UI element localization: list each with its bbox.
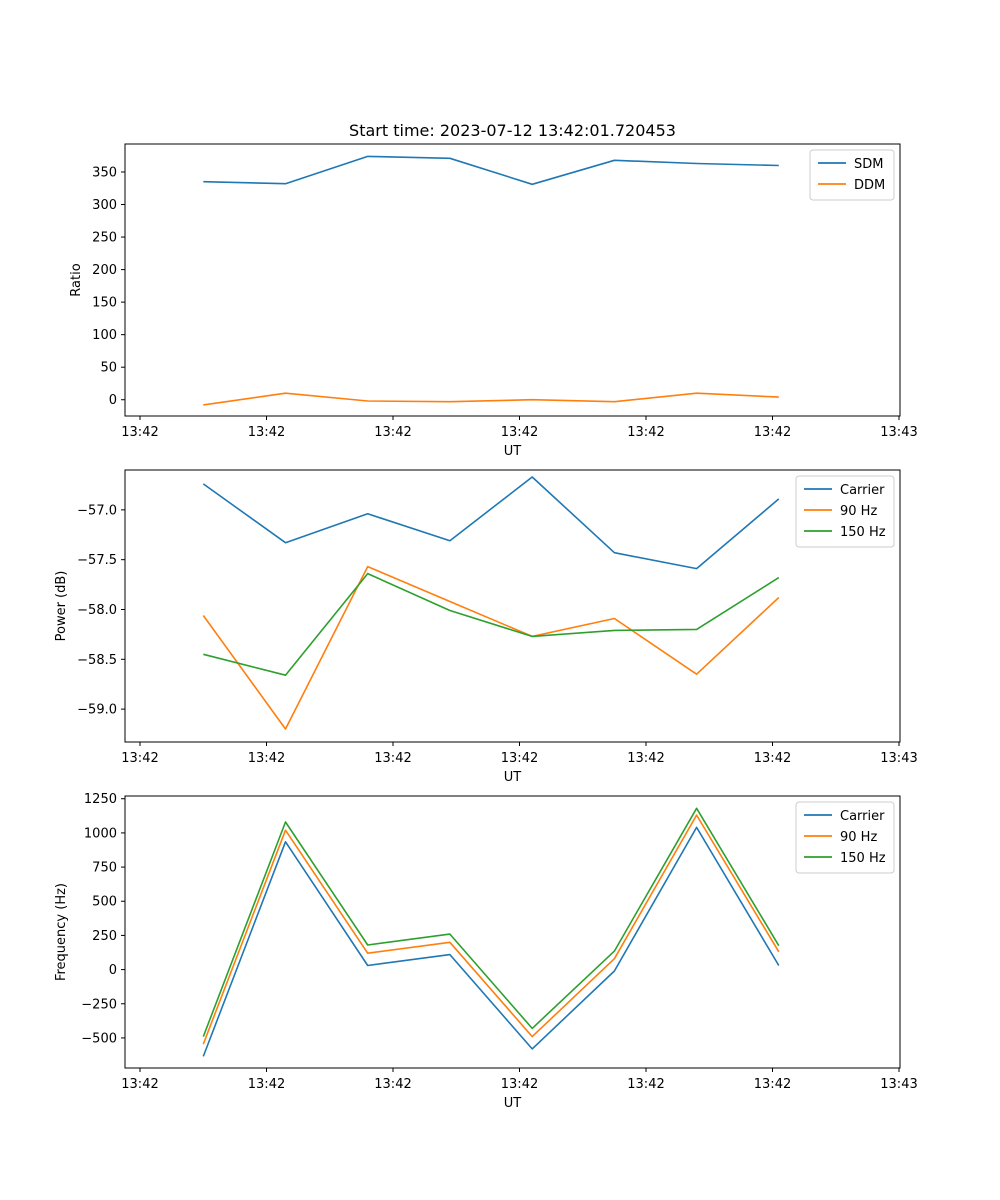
legend-box [795,801,895,874]
y-tick-label: 250 [92,929,117,944]
series-line-ddm [203,392,779,406]
x-tick-label: 13:42 [121,425,158,440]
y-tick-label: 750 [92,861,117,876]
x-tick-label: 13:42 [501,425,538,440]
x-tick-label: 13:42 [248,751,285,766]
legend-label: SDM [854,157,883,172]
x-tick-label: 13:43 [880,751,917,766]
y-tick-label: 500 [92,895,117,910]
x-axis-label: UT [504,770,522,785]
chart-panel-2: 13:42 13:42 13:42 13:42 13:42 13:42 13:43 −59.0… [54,469,918,785]
y-tick-label: 200 [92,263,117,278]
legend-label: 150 Hz [840,525,886,540]
y-tick-label: 0 [109,963,117,978]
series-line-90-hz [202,814,780,1045]
x-tick-label: 13:42 [248,425,285,440]
y-tick-label: 150 [92,296,117,311]
x-tick-label: 13:43 [880,425,917,440]
y-tick-label: 350 [92,165,117,180]
x-tick-label: 13:43 [880,1077,917,1092]
x-tick-label: 13:42 [754,751,791,766]
x-tick-label: 13:42 [374,425,411,440]
y-tick-label: 100 [92,328,117,343]
x-axis-label: UT [504,444,522,459]
legend-label: Carrier [840,809,885,824]
x-axis-label: UT [504,1096,522,1111]
y-tick-label: −58.5 [77,653,117,668]
x-tick-label: 13:42 [121,1077,158,1092]
chart-panel-1: 13:42 13:42 13:42 13:42 13:42 13:42 13:43 0 50 10… [69,143,918,459]
legend-box [795,475,895,548]
x-tick-label: 13:42 [627,425,664,440]
y-tick-label: 50 [100,361,117,376]
y-axis-label: Ratio [69,263,84,296]
plot-frame [124,143,901,417]
x-tick-label: 13:42 [121,751,158,766]
y-tick-label: 1000 [84,826,117,841]
x-tick-label: 13:42 [501,1077,538,1092]
y-tick-label: −500 [81,1031,117,1046]
series-line-sdm [203,155,779,186]
y-axis-label: Frequency (Hz) [54,883,69,981]
legend-label: DDM [854,178,885,193]
series-line-carrier [202,476,780,570]
y-tick-label: 1250 [84,792,117,807]
y-tick-label: 250 [92,231,117,246]
series-line-150-hz [202,807,780,1037]
y-tick-label: 300 [92,198,117,213]
x-tick-label: 13:42 [627,751,664,766]
legend-label: 90 Hz [840,830,877,845]
y-tick-label: −250 [81,997,117,1012]
chart-panels: 13:42 13:42 13:42 13:42 13:42 13:42 13:43 0 50 10… [54,143,918,1111]
series-line-90-hz [202,565,780,730]
series-line-carrier [202,826,780,1057]
legend-label: 150 Hz [840,851,886,866]
plot-frame [124,795,901,1069]
legend-label: 90 Hz [840,504,877,519]
x-tick-label: 13:42 [754,425,791,440]
x-tick-label: 13:42 [501,751,538,766]
x-tick-label: 13:42 [627,1077,664,1092]
y-tick-label: 0 [109,393,117,408]
y-tick-label: −58.0 [77,603,117,618]
plot-frame [124,469,901,743]
x-tick-label: 13:42 [374,1077,411,1092]
series-line-150-hz [203,572,780,677]
figure-title: Start time: 2023-07-12 13:42:01.720453 [349,121,676,140]
x-tick-label: 13:42 [754,1077,791,1092]
x-tick-label: 13:42 [374,751,411,766]
y-tick-label: −57.5 [77,553,117,568]
y-tick-label: −57.0 [77,503,117,518]
legend-label: Carrier [840,483,885,498]
y-tick-label: −59.0 [77,703,117,718]
x-tick-label: 13:42 [248,1077,285,1092]
chart-panel-3: 13:42 13:42 13:42 13:42 13:42 13:42 13:43 −500 −… [54,792,918,1111]
y-axis-label: Power (dB) [54,571,69,642]
